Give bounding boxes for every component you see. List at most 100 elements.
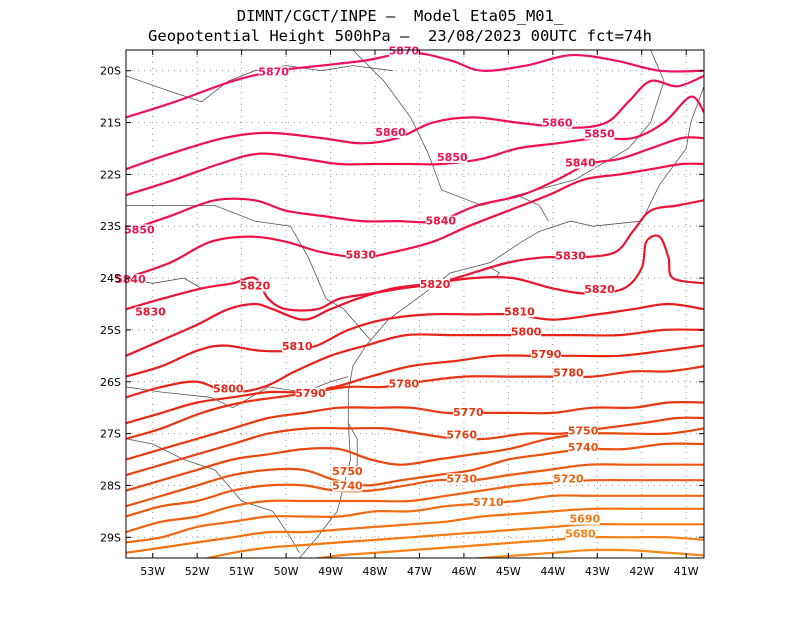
contour-label-bg: [568, 425, 599, 437]
contour-label: 5800: [213, 383, 244, 396]
contour-5770: [126, 401, 704, 461]
contour-label-bg: [446, 429, 477, 441]
contour-5760: [126, 416, 704, 477]
contour-5820: [126, 234, 704, 357]
contour-5700: [126, 507, 704, 554]
contour-5850: [126, 95, 704, 197]
contour-label-bg: [345, 249, 376, 261]
contour-label-bg: [375, 127, 406, 139]
contour-label-bg: [437, 151, 468, 163]
contour-label: 5750: [332, 465, 363, 478]
contour-label-bg: [473, 497, 504, 509]
contour-label: 5770: [453, 406, 484, 419]
lat-tick-label: 28S: [100, 479, 121, 492]
contour-label-bg: [446, 473, 477, 485]
contour-5830: [126, 199, 704, 312]
contour-label-bg: [569, 513, 600, 525]
contour-5750: [126, 427, 704, 492]
axes: 53W 52W 51W 50W 49W 48W 47W 46W 45W 44W 43W 42W 41W 2…: [100, 50, 704, 578]
contour-5860: [126, 74, 704, 171]
lon-tick-label: 46W: [451, 565, 476, 578]
contour-label-bg: [511, 326, 542, 338]
contour-label-bg: [213, 383, 244, 395]
lon-tick-label: 47W: [407, 565, 432, 578]
lat-tick-label: 24S: [100, 272, 121, 285]
contour-label-bg: [388, 45, 419, 57]
contour-label-bg: [553, 367, 584, 379]
contour-label: 5680: [565, 528, 596, 541]
lon-tick-label: 50W: [274, 565, 299, 578]
contour-label-bg: [584, 128, 615, 140]
contour-label-bg: [258, 66, 289, 78]
contour-label-bg: [565, 528, 596, 540]
contour-label: 5810: [504, 305, 535, 318]
lat-tick-label: 23S: [100, 220, 121, 233]
contour-label: 5710: [473, 496, 504, 509]
contour-label: 5690: [570, 513, 601, 526]
contour-label-bg: [584, 284, 615, 296]
lat-tick-label: 29S: [100, 531, 121, 544]
lon-tick-label: 42W: [629, 565, 654, 578]
title-line-2: Geopotential Height 500hPa – 23/08/2023 …: [148, 27, 652, 45]
contour-5810: [126, 302, 704, 378]
contour-labels: 5870 5870 5860 5860 5850 5850 5850 5840 5840 5840…: [115, 45, 615, 541]
contour-label-bg: [295, 387, 326, 399]
contour-label: 5820: [240, 279, 271, 292]
lon-tick-label: 41W: [674, 565, 699, 578]
contour-label-bg: [332, 480, 363, 492]
contour-label: 5860: [542, 117, 573, 130]
contour-label: 5760: [446, 429, 477, 442]
contour-label: 5790: [531, 348, 562, 361]
contour-label-bg: [124, 224, 155, 236]
contour-label: 5830: [345, 248, 376, 261]
lat-tick-label: 22S: [100, 168, 121, 181]
contour-label-bg: [420, 278, 451, 290]
contour-label: 5750: [568, 425, 599, 438]
contour-5730: [126, 463, 704, 518]
contour-label-bg: [542, 117, 573, 129]
lon-tick-label: 53W: [140, 565, 165, 578]
contour-label: 5780: [389, 377, 420, 390]
lon-tick-label: 45W: [496, 565, 521, 578]
contour-label: 5740: [332, 480, 363, 493]
contour-label: 5830: [135, 305, 166, 318]
contour-lines: [126, 51, 704, 558]
contour-label: 5860: [375, 126, 406, 139]
geo-boundary: [126, 65, 393, 103]
contour-5690: [203, 523, 704, 558]
contour-5800: [126, 328, 704, 399]
lat-tick-label: 27S: [100, 428, 121, 441]
contour-label-bg: [239, 280, 270, 292]
contour-label: 5740: [568, 441, 599, 454]
contour-label-bg: [568, 442, 599, 454]
contour-label: 5720: [553, 472, 584, 485]
contour-5790: [126, 344, 704, 425]
lon-tick-label: 51W: [229, 565, 254, 578]
map-frame: [125, 49, 705, 559]
contour-label: 5870: [258, 65, 289, 78]
contour-label-bg: [504, 306, 535, 318]
contour-label-bg: [282, 341, 313, 353]
contour-label: 5810: [282, 340, 313, 353]
contour-5670: [466, 548, 704, 558]
contour-label: 5870: [389, 45, 420, 58]
contour-label-bg: [565, 157, 596, 169]
lon-tick-label: 44W: [540, 565, 565, 578]
contour-label-bg: [425, 215, 456, 227]
contour-label: 5790: [295, 387, 326, 400]
contour-label-bg: [453, 406, 484, 418]
contour-label-bg: [115, 274, 146, 286]
contour-label: 5730: [446, 472, 477, 485]
contour-label: 5840: [115, 273, 146, 286]
contour-5870: [126, 51, 704, 119]
contour-5710: [126, 494, 704, 544]
contour-label: 5840: [425, 215, 456, 228]
lat-tick-label: 21S: [100, 117, 121, 130]
lon-tick-label: 49W: [318, 565, 343, 578]
contour-label: 5840: [565, 157, 596, 170]
contour-5845: [126, 136, 704, 233]
contour-label: 5850: [437, 151, 468, 164]
contour-5680: [313, 535, 704, 558]
contour-label-bg: [135, 306, 166, 318]
